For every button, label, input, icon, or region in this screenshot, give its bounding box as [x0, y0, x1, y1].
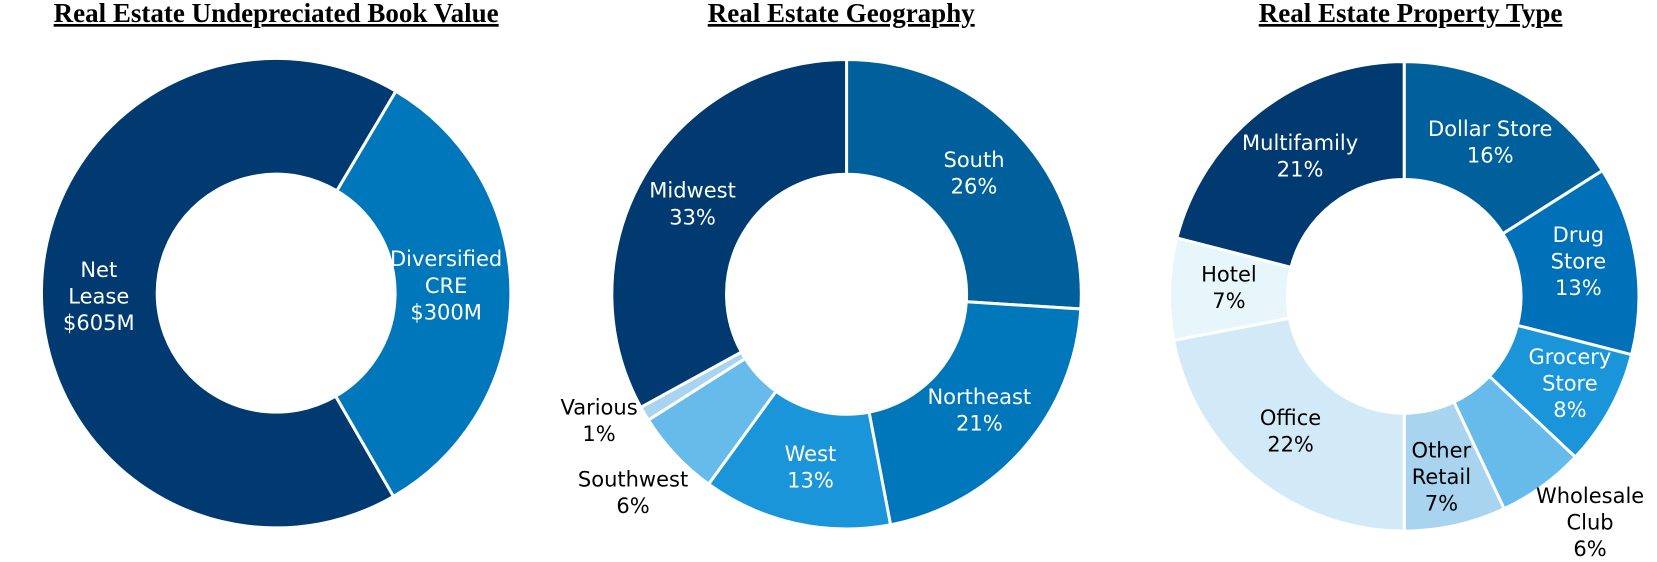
- slice-value-label: 33%: [669, 205, 716, 229]
- slice-label: Hotel: [1201, 263, 1257, 287]
- slice-label: Multifamily: [1242, 131, 1358, 155]
- slice-label: Other Retail: [1412, 438, 1472, 489]
- slice-value-label: 7%: [1425, 492, 1458, 516]
- donut-slice: [333, 89, 513, 499]
- slice-label: Southwest: [578, 468, 688, 492]
- chart-title: Real Estate Undepreciated Book Value: [54, 0, 499, 28]
- slice-value-label: 21%: [956, 411, 1003, 435]
- slice-value-label: 22%: [1267, 433, 1314, 457]
- slice-label: Grocery Store: [1528, 345, 1611, 396]
- slice-value-label: 21%: [1277, 157, 1324, 181]
- slice-value-label: 1%: [582, 422, 615, 446]
- donut-slice: [39, 56, 398, 530]
- slice-label: Drug Store: [1551, 223, 1607, 274]
- donut-slice: [706, 389, 893, 531]
- slice-label: Various: [560, 395, 637, 419]
- slice-label: Midwest: [649, 179, 736, 203]
- slice-label: Wholesale Club: [1536, 484, 1644, 535]
- slice-value-label: 6%: [616, 494, 649, 518]
- donut-slice: [1402, 60, 1605, 236]
- slice-value-label: $605M: [63, 311, 135, 335]
- slice-label: Net Lease: [68, 258, 129, 309]
- slice-value-label: 26%: [951, 174, 998, 198]
- slice-value-label: 16%: [1467, 144, 1514, 168]
- donut-slice: [1500, 168, 1641, 357]
- chart-title: Real Estate Property Type: [1259, 0, 1563, 28]
- chart-title: Real Estate Geography: [708, 0, 975, 28]
- slice-value-label: 7%: [1212, 289, 1245, 313]
- slice-label: Diversified CRE: [390, 247, 502, 298]
- slice-value-label: 8%: [1553, 398, 1586, 422]
- donut-slice: [1175, 60, 1406, 270]
- slice-label: South: [944, 148, 1005, 172]
- slice-label: Office: [1260, 406, 1321, 430]
- slice-value-label: 13%: [787, 469, 834, 493]
- slice-label: West: [785, 442, 837, 466]
- slice-value-label: 13%: [1555, 276, 1602, 300]
- slice-label: Dollar Store: [1428, 117, 1552, 141]
- slice-value-label: $300M: [410, 300, 482, 324]
- donut-slice: [610, 57, 849, 410]
- donut-slice: [845, 57, 1083, 311]
- donut-slice: [867, 300, 1083, 527]
- slice-value-label: 6%: [1573, 537, 1606, 561]
- slice-label: Northeast: [927, 385, 1031, 409]
- donut-slice: [1171, 316, 1406, 533]
